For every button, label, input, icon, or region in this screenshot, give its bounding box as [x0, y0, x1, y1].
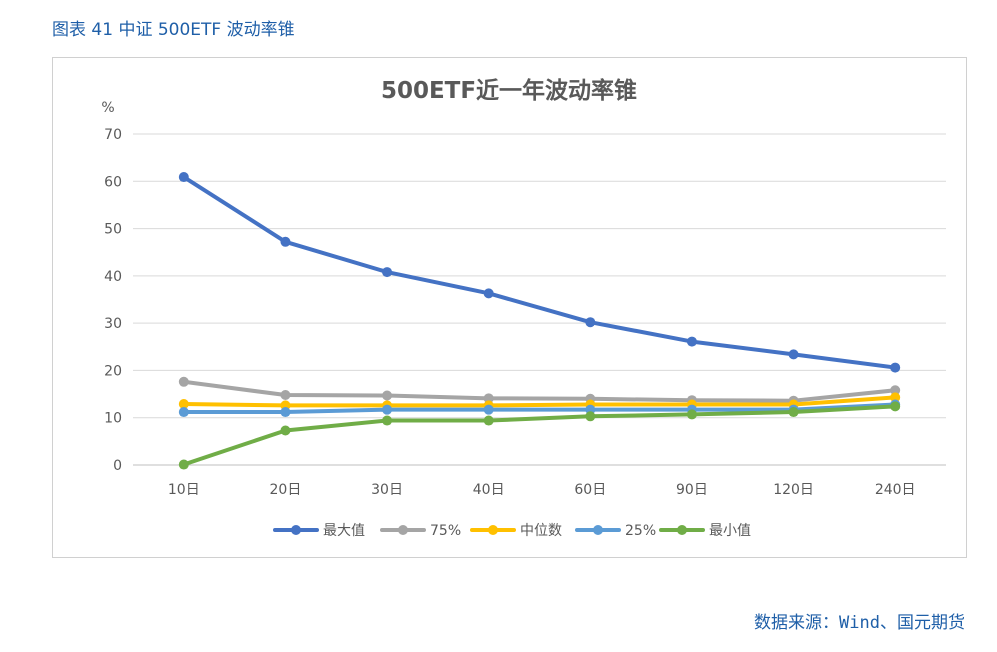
data-point	[788, 407, 799, 418]
legend-label: 最小值	[709, 523, 751, 539]
x-tick-label: 240日	[875, 482, 916, 498]
y-axis-tick-labels: 0 10 20 30 40 50 60 70	[104, 127, 122, 474]
x-axis-tick-labels: 10日 20日 30日 40日 60日 90日 120日 240日	[168, 482, 916, 498]
x-tick-label: 40日	[473, 482, 505, 498]
x-tick-label: 30日	[371, 482, 403, 498]
y-tick-label: 10	[104, 411, 122, 427]
data-point	[483, 415, 494, 426]
data-point	[280, 236, 291, 247]
data-point	[382, 415, 393, 426]
y-tick-label: 30	[104, 316, 122, 332]
x-tick-label: 10日	[168, 482, 200, 498]
data-point	[890, 392, 901, 403]
legend-marker	[488, 525, 498, 535]
data-point	[890, 401, 901, 412]
y-tick-label: 70	[104, 127, 122, 143]
data-point	[382, 267, 393, 278]
data-point	[178, 399, 189, 410]
data-point	[686, 409, 697, 420]
data-point	[890, 385, 901, 396]
legend-marker	[593, 525, 603, 535]
figure-caption: 图表 41 中证 500ETF 波动率锥	[52, 20, 295, 40]
series-line	[181, 402, 898, 415]
chart-frame: 500ETF近一年波动率锥 % 0 10 20 30 40 50 60 70 10日 20日 30…	[52, 57, 967, 558]
data-point	[382, 390, 393, 401]
data-point	[585, 317, 596, 328]
legend-label: 中位数	[520, 523, 562, 539]
data-point	[178, 376, 189, 387]
data-point	[178, 172, 189, 183]
data-point	[280, 407, 291, 418]
data-point	[382, 404, 393, 415]
x-tick-label: 90日	[676, 482, 708, 498]
x-tick-label: 60日	[574, 482, 606, 498]
data-point	[280, 425, 291, 436]
data-point	[686, 336, 697, 347]
data-point	[890, 362, 901, 373]
legend-label: 25%	[625, 523, 656, 539]
y-tick-label: 40	[104, 269, 122, 285]
data-point	[280, 390, 291, 401]
legend-marker	[398, 525, 408, 535]
data-point	[788, 349, 799, 360]
series-line	[181, 404, 898, 467]
data-point	[178, 459, 189, 470]
legend: 最大值 75% 中位数 25% 最小值	[273, 523, 751, 539]
x-tick-label: 120日	[773, 482, 814, 498]
legend-label: 最大值	[323, 523, 365, 539]
volatility-cone-chart: 500ETF近一年波动率锥 % 0 10 20 30 40 50 60 70 10日 20日 30…	[101, 77, 946, 539]
y-tick-label: 0	[113, 458, 122, 474]
data-point	[483, 288, 494, 299]
legend-label: 75%	[430, 523, 461, 539]
data-point	[585, 411, 596, 422]
data-point	[178, 407, 189, 418]
chart-title: 500ETF近一年波动率锥	[381, 77, 637, 104]
legend-marker	[291, 525, 301, 535]
source-note: 数据来源：Wind、国元期货	[754, 613, 965, 633]
series-lines	[178, 172, 901, 470]
series-line	[181, 395, 898, 408]
series-line	[181, 175, 898, 370]
data-point	[483, 393, 494, 404]
series-line	[181, 379, 898, 403]
x-tick-label: 20日	[270, 482, 302, 498]
y-tick-label: 50	[104, 222, 122, 238]
legend-marker	[677, 525, 687, 535]
y-tick-label: 20	[104, 363, 122, 379]
gridlines	[133, 133, 946, 466]
y-tick-label: 60	[104, 174, 122, 190]
data-point	[483, 404, 494, 415]
y-axis-unit-label: %	[101, 100, 114, 116]
